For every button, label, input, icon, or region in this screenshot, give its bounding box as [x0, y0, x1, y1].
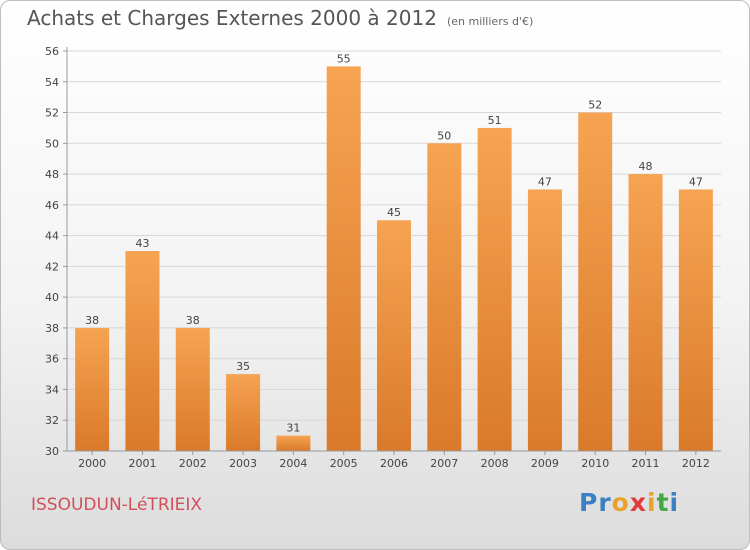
chart-title: Achats et Charges Externes 2000 à 2012 (e… [27, 6, 533, 30]
x-tick-label: 2007 [430, 457, 458, 470]
bar [326, 66, 361, 451]
y-tick-label: 36 [45, 353, 59, 366]
x-tick-label: 2006 [380, 457, 408, 470]
proxiti-logo: Proxiti [579, 488, 679, 517]
chart-subtitle: (en milliers d'€) [446, 15, 534, 28]
x-tick-label: 2000 [78, 457, 106, 470]
y-tick-label: 48 [45, 168, 59, 181]
x-tick-label: 2001 [128, 457, 156, 470]
bar [276, 435, 311, 451]
data-label: 43 [135, 237, 149, 250]
bar [125, 251, 160, 451]
bar [175, 327, 210, 451]
data-label: 47 [538, 175, 552, 188]
y-tick-label: 40 [45, 291, 59, 304]
bar [477, 127, 512, 451]
bar [628, 174, 663, 452]
bar [427, 143, 462, 452]
logo-letter: t [656, 488, 670, 517]
logo-letter: r [598, 488, 612, 517]
x-tick-label: 2010 [581, 457, 609, 470]
y-tick-label: 32 [45, 414, 59, 427]
bars [75, 66, 713, 452]
y-tick-label: 38 [45, 322, 59, 335]
data-label: 38 [186, 314, 200, 327]
bar [678, 189, 713, 451]
logo-letter: x [629, 488, 647, 517]
data-label: 38 [85, 314, 99, 327]
y-tick-label: 54 [45, 76, 59, 89]
x-tick-label: 2004 [279, 457, 307, 470]
data-label: 50 [437, 129, 451, 142]
data-label: 35 [236, 360, 250, 373]
x-tick-label: 2003 [229, 457, 257, 470]
x-tick-label: 2011 [632, 457, 660, 470]
logo-letter: o [611, 488, 630, 517]
data-label: 31 [286, 422, 300, 435]
y-tick-label: 56 [45, 45, 59, 58]
bar [377, 220, 411, 451]
x-tick-label: 2002 [179, 457, 207, 470]
data-label: 48 [639, 160, 653, 173]
y-tick-label: 42 [45, 260, 59, 273]
axes [63, 47, 721, 455]
y-tick-label: 30 [45, 445, 59, 458]
data-label: 55 [337, 52, 351, 65]
data-label: 51 [488, 114, 502, 127]
y-tick-label: 50 [45, 137, 59, 150]
x-tick-label: 2005 [330, 457, 358, 470]
chart-title-text: Achats et Charges Externes 2000 à 2012 [27, 6, 437, 30]
y-tick-label: 46 [45, 199, 59, 212]
data-label: 45 [387, 206, 401, 219]
bar [578, 112, 613, 452]
logo-letter: P [579, 488, 599, 517]
logo-letter: i [647, 488, 657, 517]
x-tick-label: 2009 [531, 457, 559, 470]
y-tick-label: 34 [45, 383, 59, 396]
data-label: 47 [689, 175, 703, 188]
bar [226, 374, 261, 451]
y-tick-label: 52 [45, 107, 59, 120]
bar [527, 189, 562, 451]
labels: 30 32 34 36 38 40 42 44 46 48 50 52 54 56 38 2000 43 2001… [45, 45, 710, 470]
x-tick-label: 2008 [481, 457, 509, 470]
commune-name: ISSOUDUN-LéTRIEIX [31, 495, 203, 515]
y-tick-label: 44 [45, 230, 59, 243]
bar [75, 327, 110, 451]
data-label: 52 [588, 99, 602, 112]
logo-letter: i [669, 488, 680, 517]
x-tick-label: 2012 [682, 457, 710, 470]
